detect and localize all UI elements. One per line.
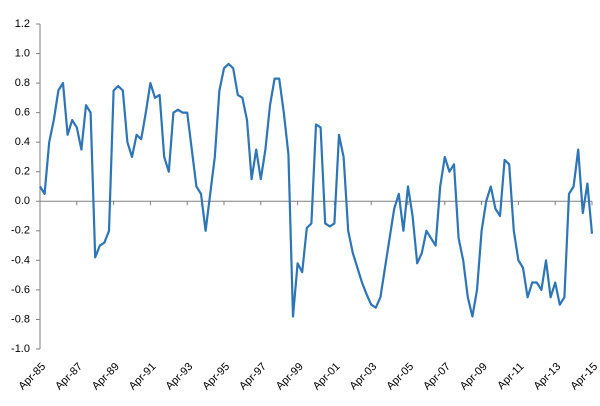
- x-tick-label: Apr-95: [200, 361, 232, 393]
- y-tick-label: 0.0: [15, 195, 30, 207]
- x-tick-label: Apr-91: [127, 361, 159, 393]
- x-tick-label: Apr-09: [458, 361, 490, 393]
- y-tick-label: 1.0: [15, 47, 30, 59]
- x-tick-label: Apr-97: [237, 361, 269, 393]
- x-tick-label: Apr-07: [421, 361, 453, 393]
- y-tick-label: 0.6: [15, 107, 30, 119]
- x-tick-label: Apr-05: [384, 361, 416, 393]
- y-tick-label: 1.2: [15, 18, 30, 30]
- y-tick-label: -0.4: [11, 254, 30, 266]
- x-tick-label: Apr-13: [532, 361, 564, 393]
- y-tick-label: 0.2: [15, 166, 30, 178]
- y-tick-label: -0.6: [11, 284, 30, 296]
- y-tick-label: 0.8: [15, 77, 30, 89]
- x-tick-label: Apr-15: [568, 361, 600, 393]
- y-tick-label: -1.0: [11, 343, 30, 355]
- x-tick-label: Apr-87: [53, 361, 85, 393]
- x-tick-label: Apr-03: [348, 361, 380, 393]
- y-tick-label: -0.2: [11, 225, 30, 237]
- y-tick-label: 0.4: [15, 136, 30, 148]
- x-tick-label: Apr-93: [164, 361, 196, 393]
- x-tick-label: Apr-89: [90, 361, 122, 393]
- x-tick-label: Apr-01: [311, 361, 343, 393]
- y-tick-label: -0.8: [11, 313, 30, 325]
- x-tick-label: Apr-11: [495, 361, 526, 392]
- x-tick-label: Apr-99: [274, 361, 306, 393]
- x-tick-label: Apr-85: [16, 361, 48, 393]
- data-line: [39, 62, 594, 318]
